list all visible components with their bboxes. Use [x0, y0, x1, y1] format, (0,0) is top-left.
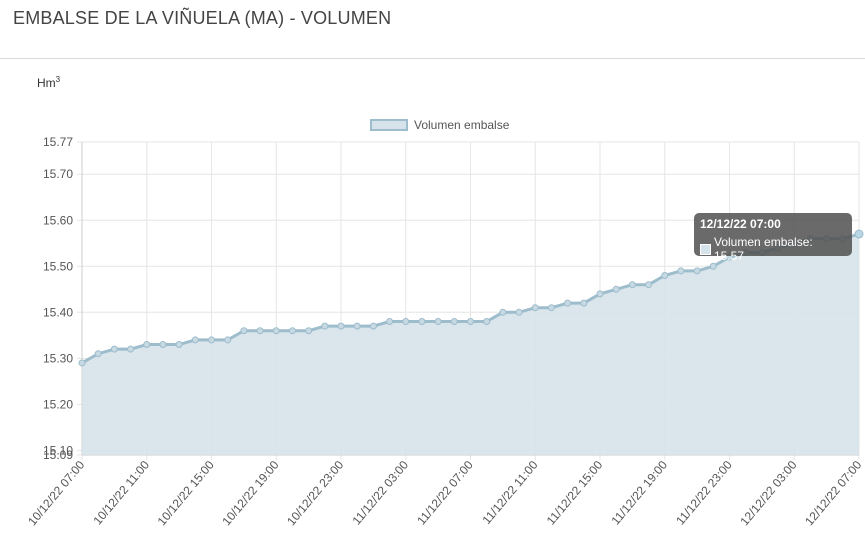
data-point — [386, 318, 394, 326]
chart-legend[interactable]: Volumen embalse — [370, 118, 509, 132]
data-point — [677, 267, 685, 275]
x-tick-label: 10/12/22 07:00 — [25, 458, 87, 529]
x-tick-label: 12/12/22 07:00 — [802, 458, 864, 529]
data-point — [159, 341, 167, 349]
x-tick-label: 11/12/22 23:00 — [673, 458, 735, 528]
x-tick-label: 10/12/22 15:00 — [155, 458, 217, 529]
data-point — [272, 327, 280, 335]
data-point — [434, 318, 442, 326]
data-point — [369, 322, 377, 330]
legend-swatch — [370, 119, 408, 131]
data-point — [208, 336, 215, 344]
data-point — [337, 322, 345, 330]
y-tick-label: 15.40 — [43, 305, 73, 319]
y-tick-label: 15.10 — [43, 443, 73, 457]
x-tick-label: 11/12/22 11:00 — [479, 458, 540, 527]
data-point — [256, 327, 264, 335]
x-tick-label: 11/12/22 19:00 — [608, 458, 670, 528]
data-point — [596, 290, 604, 298]
data-point — [547, 304, 555, 312]
x-tick-label: 10/12/22 11:00 — [90, 458, 152, 528]
y-tick-label: 15.60 — [43, 213, 73, 227]
x-tick-label: 11/12/22 15:00 — [544, 458, 606, 528]
tooltip-swatch — [700, 243, 711, 255]
data-point — [418, 318, 426, 326]
data-point — [127, 345, 135, 353]
x-tick-label: 10/12/22 19:00 — [219, 458, 281, 529]
data-point — [483, 318, 491, 326]
data-point — [531, 304, 539, 312]
data-point — [143, 341, 151, 349]
page-title: EMBALSE DE LA VIÑUELA (MA) - VOLUMEN — [13, 8, 392, 28]
chart-tooltip: 12/12/22 07:00 Volumen embalse: 15.57 — [694, 213, 852, 263]
x-tick-label: 10/12/22 23:00 — [284, 458, 346, 529]
data-point — [612, 285, 620, 293]
data-point — [628, 281, 636, 289]
x-tick-label: 11/12/22 07:00 — [414, 458, 476, 528]
unit-base: Hm — [37, 76, 56, 90]
y-unit-label: Hm3 — [37, 75, 60, 90]
header-divider — [0, 58, 865, 59]
data-point — [854, 229, 864, 239]
data-point — [564, 299, 572, 307]
data-point — [645, 281, 653, 289]
legend-label: Volumen embalse — [414, 118, 510, 132]
y-tick-label: 15.09 — [43, 448, 73, 462]
tooltip-label: Volumen embalse: 15.57 — [714, 235, 813, 263]
data-point — [110, 345, 118, 353]
data-point — [353, 322, 361, 330]
unit-exponent: 3 — [55, 75, 61, 84]
data-point — [402, 318, 410, 326]
data-point — [191, 336, 199, 344]
y-tick-label: 15.50 — [43, 259, 73, 273]
y-tick-label: 15.30 — [43, 351, 73, 365]
data-point — [175, 341, 183, 349]
series-area — [82, 234, 859, 455]
y-tick-label: 15.77 — [43, 135, 73, 149]
x-tick-label: 11/12/22 03:00 — [349, 458, 411, 528]
data-point — [224, 336, 232, 344]
data-point — [240, 327, 248, 335]
data-point — [450, 318, 458, 326]
data-point — [305, 327, 313, 335]
data-point — [709, 262, 717, 270]
data-point — [499, 308, 507, 316]
data-point — [94, 350, 102, 358]
data-point — [693, 267, 701, 275]
data-point — [288, 327, 296, 335]
data-point — [321, 322, 329, 330]
data-point — [661, 271, 669, 279]
data-point — [515, 308, 523, 316]
y-tick-label: 15.70 — [43, 167, 73, 181]
data-point — [78, 359, 86, 367]
x-tick-label: 12/12/22 03:00 — [737, 458, 799, 529]
data-point — [580, 299, 588, 307]
y-tick-label: 15.20 — [43, 397, 73, 411]
data-point — [467, 318, 474, 326]
tooltip-title: 12/12/22 07:00 — [700, 217, 781, 231]
